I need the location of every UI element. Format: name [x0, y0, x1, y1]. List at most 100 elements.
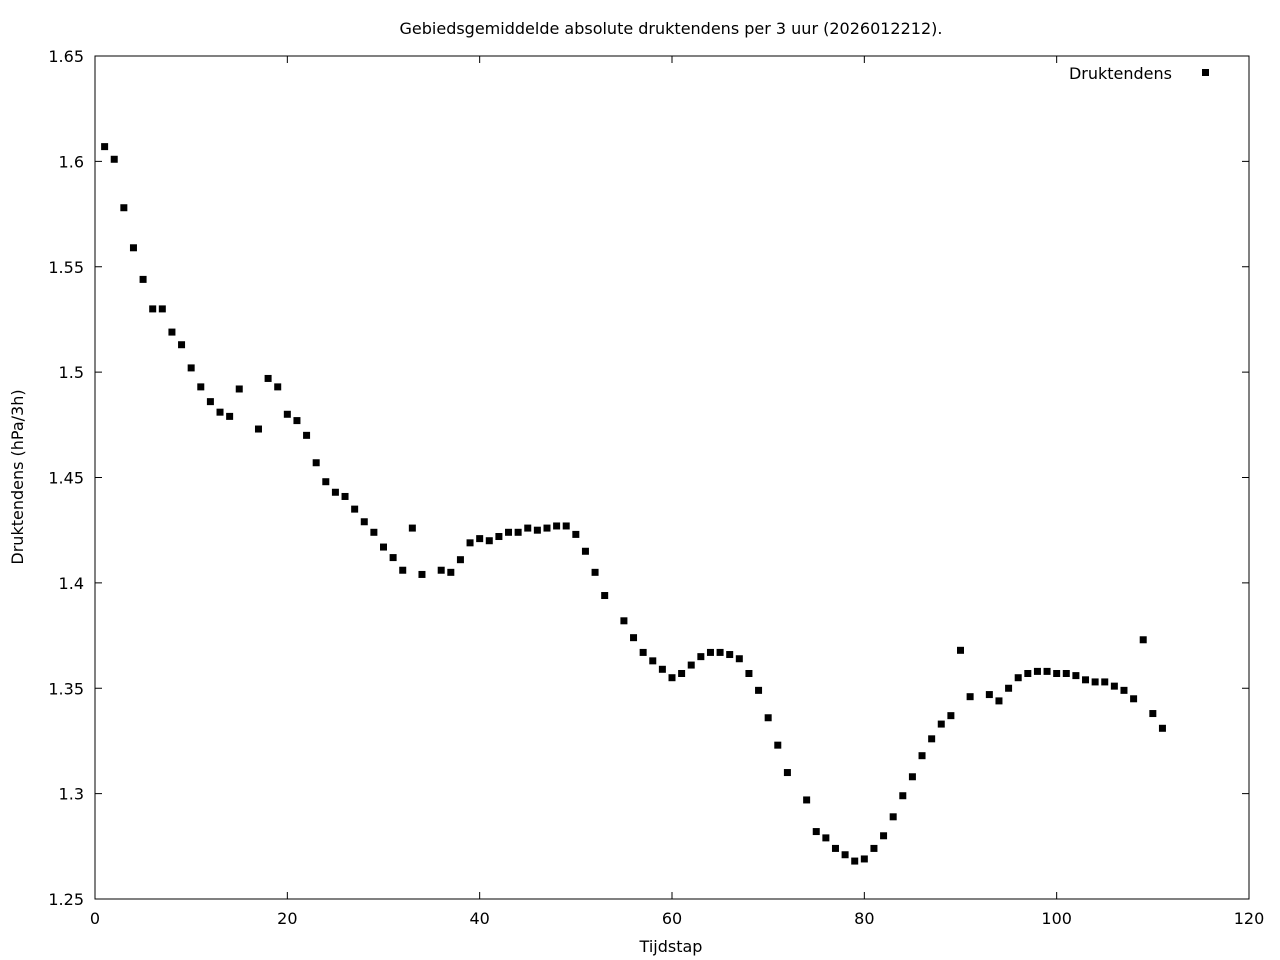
data-point	[408, 524, 416, 532]
y-tick-label: 1.55	[48, 258, 84, 277]
y-tick-label: 1.5	[59, 363, 84, 382]
data-point	[101, 143, 109, 151]
y-tick-label: 1.45	[48, 469, 84, 488]
x-axis: 0 20 40 60 80 100 120	[90, 56, 1264, 928]
data-point	[485, 537, 493, 545]
y-tick-label: 1.4	[59, 574, 84, 593]
data-point	[841, 851, 849, 859]
data-point	[235, 385, 243, 393]
legend-marker-square	[1202, 69, 1209, 76]
data-point	[735, 655, 743, 663]
data-point	[274, 383, 282, 391]
data-point	[1101, 678, 1109, 686]
data-point	[168, 328, 176, 336]
data-point	[1024, 669, 1032, 677]
data-point	[322, 478, 330, 486]
x-tick-label: 80	[854, 909, 874, 928]
data-point	[456, 556, 464, 564]
data-point	[995, 697, 1003, 705]
data-point	[957, 646, 964, 654]
data-point	[678, 669, 686, 677]
data-point	[639, 648, 647, 656]
data-point	[831, 844, 839, 852]
data-point	[226, 412, 234, 420]
data-point	[822, 834, 830, 842]
data-point	[812, 828, 820, 836]
x-tick-label: 20	[277, 909, 297, 928]
data-point	[178, 341, 186, 349]
y-tick-label: 1.65	[48, 47, 84, 66]
data-point	[697, 653, 705, 661]
data-point	[533, 526, 541, 534]
data-point	[1014, 674, 1022, 682]
data-point	[966, 693, 974, 701]
x-tick-label: 40	[469, 909, 489, 928]
data-point	[139, 275, 147, 283]
plot-border	[94, 55, 1250, 900]
data-point	[899, 792, 907, 800]
data-point	[514, 528, 522, 536]
data-point	[908, 773, 916, 781]
data-point	[303, 431, 311, 439]
data-point	[937, 720, 945, 728]
data-point	[1110, 682, 1118, 690]
data-point	[370, 528, 378, 536]
data-point	[764, 714, 772, 722]
data-point	[1091, 678, 1099, 686]
data-point	[466, 539, 474, 547]
data-point	[120, 204, 128, 212]
y-tick-label: 1.6	[59, 152, 84, 171]
x-axis-label: Tijdstap	[639, 937, 703, 956]
data-point	[918, 752, 926, 760]
data-point	[581, 547, 589, 555]
data-point	[341, 492, 349, 500]
data-point	[312, 459, 320, 467]
data-point	[870, 844, 878, 852]
y-tick-label: 1.25	[48, 890, 84, 909]
data-point	[331, 488, 339, 496]
y-axis: 1.25 1.3 1.35 1.4 1.45 1.5 1.55 1.6 1.65	[48, 47, 1249, 909]
data-point	[264, 374, 272, 382]
data-point	[591, 568, 599, 576]
data-point	[1082, 676, 1090, 684]
data-point	[206, 398, 214, 406]
data-series-druktendens	[101, 143, 1166, 865]
x-tick-label: 0	[90, 909, 100, 928]
data-point	[1139, 636, 1147, 644]
data-point	[783, 769, 791, 777]
data-point	[649, 657, 657, 665]
data-point	[803, 796, 811, 804]
data-point	[1033, 667, 1041, 675]
data-point	[254, 425, 262, 433]
data-point	[562, 522, 570, 530]
data-point	[360, 518, 368, 526]
data-point	[110, 155, 118, 163]
data-point	[1149, 710, 1157, 718]
data-point	[351, 505, 359, 513]
data-point	[620, 617, 628, 625]
data-point	[658, 665, 666, 673]
y-tick-label: 1.3	[59, 785, 84, 804]
data-point	[129, 244, 137, 252]
data-point	[1062, 669, 1070, 677]
data-point	[880, 832, 888, 840]
data-point	[668, 674, 676, 682]
data-point	[158, 305, 166, 313]
plot-area	[94, 55, 1250, 900]
data-point	[572, 530, 580, 538]
data-point	[447, 568, 455, 576]
x-tick-label: 120	[1234, 909, 1265, 928]
data-point	[437, 566, 445, 574]
data-point	[505, 528, 513, 536]
data-point	[1043, 667, 1051, 675]
data-point	[389, 554, 397, 562]
data-point	[860, 855, 868, 863]
data-point	[187, 364, 195, 372]
data-point	[149, 305, 157, 313]
data-point	[1005, 684, 1013, 692]
data-point	[216, 408, 224, 416]
data-point	[726, 651, 734, 659]
data-point	[745, 669, 753, 677]
data-point	[601, 592, 609, 600]
data-point	[851, 857, 859, 865]
